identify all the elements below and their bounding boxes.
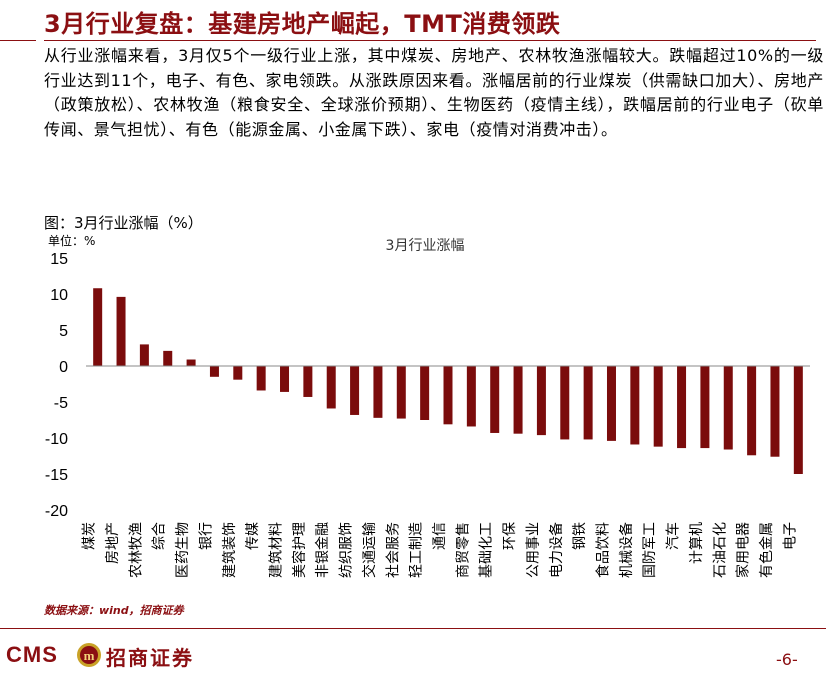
x-tick-label: 煤炭 xyxy=(82,522,98,550)
x-tick-label: 建筑装饰 xyxy=(222,522,238,578)
bar xyxy=(490,366,500,433)
bar-series xyxy=(93,288,803,474)
chart-caption: 图：3月行业涨幅（%） xyxy=(44,214,203,232)
x-tick-label: 机械设备 xyxy=(618,522,635,578)
x-tick-label: 国防军工 xyxy=(642,522,658,578)
x-tick-label: 房地产 xyxy=(105,522,121,564)
x-tick-label: 医药生物 xyxy=(175,522,191,578)
x-tick-label: 综合 xyxy=(152,522,168,550)
bar xyxy=(420,366,430,420)
logo-latin: CMS xyxy=(6,642,58,667)
x-tick-label: 纺织服饰 xyxy=(339,522,355,578)
x-tick-label: 公用事业 xyxy=(525,522,541,578)
chart-title: 3月行业涨幅 xyxy=(386,238,465,254)
bar xyxy=(93,288,103,366)
x-tick-label: 社会服务 xyxy=(385,522,401,578)
logo-mark-text: m xyxy=(84,648,95,663)
logo-chinese: 招商证券 xyxy=(106,646,194,670)
x-tick-label: 家用电器 xyxy=(735,522,752,578)
industry-return-chart: 3月行业涨幅 15 10 5 0 -5 -10 -15 -20 煤炭 房地产 农林牧渔 综合 医药生物… xyxy=(45,238,810,578)
x-tick-label: 有色金属 xyxy=(758,522,775,578)
x-tick-label: 商贸零售 xyxy=(455,522,471,578)
bar xyxy=(606,366,616,441)
bar xyxy=(163,350,173,366)
bar xyxy=(373,366,383,418)
bar xyxy=(770,366,780,457)
x-tick-label: 银行 xyxy=(198,522,214,550)
bar xyxy=(536,366,546,436)
bar xyxy=(233,366,243,380)
x-tick-label: 钢铁 xyxy=(572,522,588,550)
bar xyxy=(280,366,290,392)
logo-mark-icon: m xyxy=(77,643,101,667)
bar xyxy=(326,366,336,409)
bar xyxy=(116,296,126,366)
bar xyxy=(256,366,266,391)
bar xyxy=(139,344,149,366)
x-axis-labels: 煤炭 房地产 农林牧渔 综合 医药生物 银行 建筑装饰 传媒 建筑材料 美容护理 非银金融 纺织服饰交… xyxy=(82,522,799,578)
x-tick-label: 建筑材料 xyxy=(269,522,285,578)
x-tick-label: 电子 xyxy=(782,522,798,550)
y-tick-label: -10 xyxy=(45,431,68,448)
x-tick-label: 传媒 xyxy=(245,522,261,550)
bar xyxy=(653,366,663,447)
x-tick-label: 基础化工 xyxy=(478,522,495,578)
y-tick-label: -5 xyxy=(54,395,68,412)
x-tick-label: 汽车 xyxy=(665,522,682,550)
bar xyxy=(350,366,360,415)
data-source: 数据来源：wind，招商证券 xyxy=(44,604,184,617)
summary-paragraph: 从行业涨幅来看，3月仅5个一级行业上涨，其中煤炭、房地产、农林牧渔涨幅较大。跌幅… xyxy=(44,46,824,139)
bar xyxy=(303,366,313,397)
bar xyxy=(560,366,570,440)
x-tick-label: 电力设备 xyxy=(548,522,565,578)
bar xyxy=(209,366,219,377)
y-axis: 15 10 5 0 -5 -10 -15 -20 xyxy=(45,251,68,520)
x-tick-label: 农林牧渔 xyxy=(128,522,144,578)
title-rule xyxy=(44,40,816,41)
bar xyxy=(793,366,803,474)
bar xyxy=(630,366,640,445)
x-tick-label: 计算机 xyxy=(689,522,705,564)
bar xyxy=(677,366,687,449)
y-tick-label: -15 xyxy=(45,467,68,484)
y-tick-label: 10 xyxy=(50,287,68,304)
y-tick-label: 0 xyxy=(59,359,68,376)
bar xyxy=(186,359,196,366)
bar xyxy=(700,366,710,449)
bar xyxy=(747,366,757,456)
x-tick-label: 轻工制造 xyxy=(409,522,425,578)
y-tick-label: 15 xyxy=(50,251,68,268)
bar xyxy=(443,366,453,425)
x-tick-label: 环保 xyxy=(502,522,518,550)
bar xyxy=(396,366,406,419)
page-number: -6- xyxy=(776,650,798,669)
x-tick-label: 石油石化 xyxy=(712,522,728,578)
x-tick-label: 食品饮料 xyxy=(594,522,611,578)
x-tick-label: 非银金融 xyxy=(315,522,331,578)
bar xyxy=(723,366,733,450)
chart-unit-label: 单位：% xyxy=(48,234,96,248)
title-rule-left xyxy=(0,40,36,41)
y-tick-label: -20 xyxy=(45,503,68,520)
x-tick-label: 交通运输 xyxy=(361,522,378,578)
x-tick-label: 美容护理 xyxy=(291,522,308,578)
bar xyxy=(583,366,593,440)
bar xyxy=(513,366,523,434)
footer-rule xyxy=(0,628,826,629)
x-tick-label: 通信 xyxy=(432,522,448,550)
slide-title: 3月行业复盘：基建房地产崛起，TMT消费领跌 xyxy=(44,10,561,38)
bar xyxy=(466,366,476,427)
y-tick-label: 5 xyxy=(59,323,68,340)
